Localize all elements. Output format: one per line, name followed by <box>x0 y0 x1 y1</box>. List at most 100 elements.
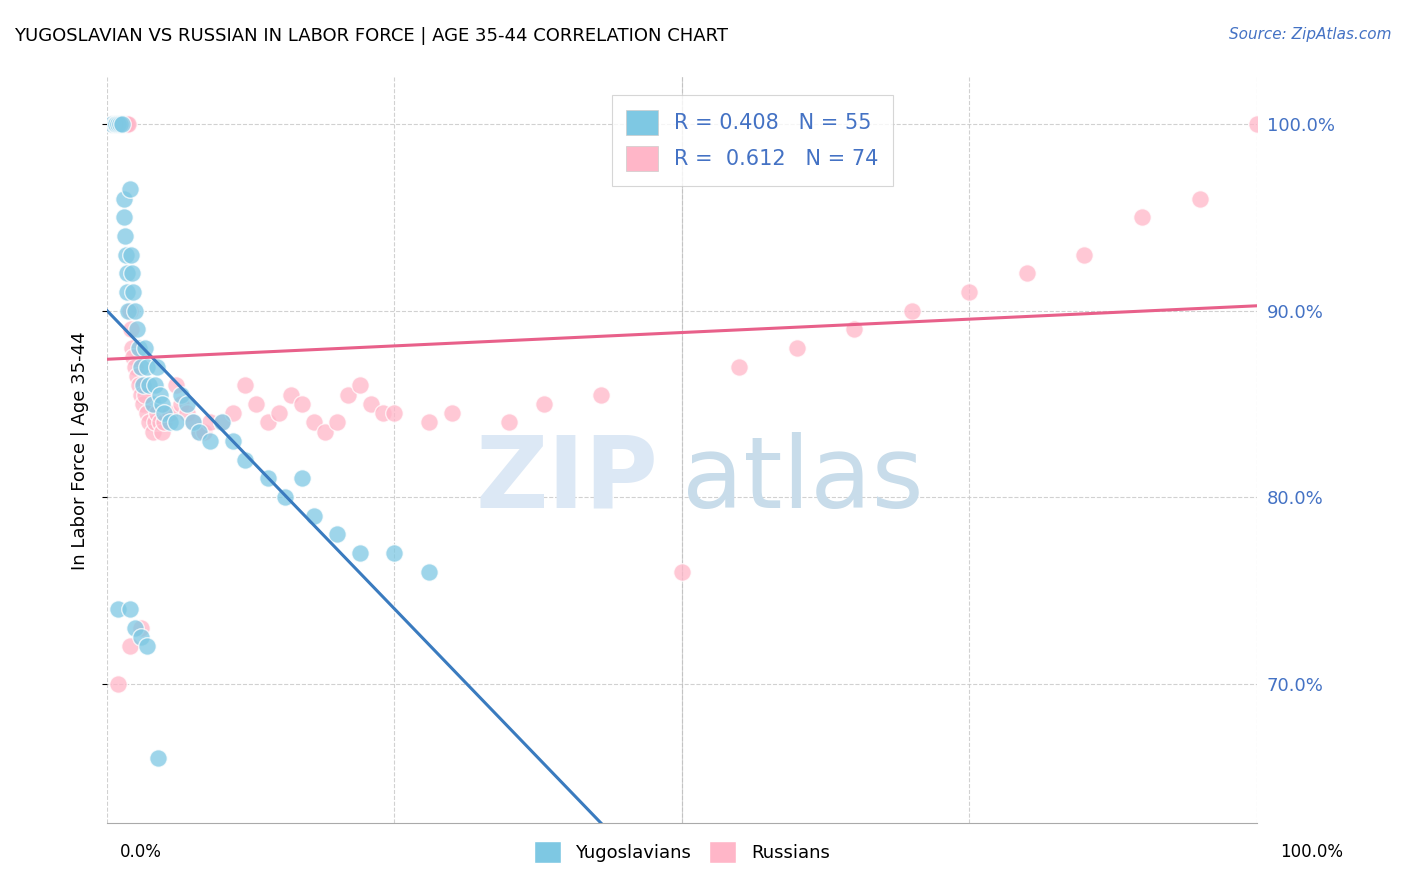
Point <box>121 266 143 280</box>
Point <box>150 397 173 411</box>
Point <box>153 416 176 430</box>
Point <box>1015 266 1038 280</box>
Point <box>181 416 204 430</box>
Point <box>104 117 127 131</box>
Point <box>128 341 150 355</box>
Text: 0.0%: 0.0% <box>120 843 162 861</box>
Point <box>1188 192 1211 206</box>
Point <box>104 117 127 131</box>
Point <box>170 397 193 411</box>
Point <box>181 416 204 430</box>
Point <box>117 303 139 318</box>
Point <box>121 341 143 355</box>
Point <box>104 117 127 131</box>
Point <box>1130 211 1153 225</box>
Text: YUGOSLAVIAN VS RUSSIAN IN LABOR FORCE | AGE 35-44 CORRELATION CHART: YUGOSLAVIAN VS RUSSIAN IN LABOR FORCE | … <box>14 27 728 45</box>
Point <box>291 471 314 485</box>
Point <box>211 416 233 430</box>
Point <box>142 425 165 439</box>
Point <box>256 416 278 430</box>
Point <box>382 546 405 560</box>
Point <box>165 416 187 430</box>
Point <box>325 527 347 541</box>
Point <box>337 387 360 401</box>
Point <box>291 397 314 411</box>
Point <box>107 117 129 131</box>
Point <box>143 378 166 392</box>
Point <box>233 378 256 392</box>
Point <box>349 546 371 560</box>
Point <box>148 387 170 401</box>
Point <box>349 378 371 392</box>
Point <box>125 368 148 383</box>
Point <box>591 387 613 401</box>
Point <box>107 117 129 131</box>
Point <box>382 406 405 420</box>
Point <box>118 303 141 318</box>
Point <box>148 416 170 430</box>
Point <box>122 350 145 364</box>
Point <box>198 416 221 430</box>
Point <box>129 387 152 401</box>
Text: atlas: atlas <box>682 432 924 529</box>
Point <box>440 406 463 420</box>
Point <box>110 117 132 131</box>
Point <box>110 117 132 131</box>
Point <box>138 416 160 430</box>
Text: Source: ZipAtlas.com: Source: ZipAtlas.com <box>1229 27 1392 42</box>
Text: ZIP: ZIP <box>477 432 659 529</box>
Point <box>120 247 142 261</box>
Point <box>165 378 187 392</box>
Point <box>222 406 245 420</box>
Point <box>124 621 146 635</box>
Point <box>129 630 152 644</box>
Point <box>146 406 169 420</box>
Point <box>114 229 136 244</box>
Point <box>143 416 166 430</box>
Point <box>418 416 440 430</box>
Point <box>159 416 181 430</box>
Point <box>148 751 170 765</box>
Point <box>112 117 135 131</box>
Point <box>146 359 169 374</box>
Point <box>110 117 132 131</box>
Point <box>222 434 245 449</box>
Point <box>112 211 135 225</box>
Point <box>138 378 160 392</box>
Point <box>314 425 336 439</box>
Point <box>117 266 139 280</box>
Point <box>233 452 256 467</box>
Point <box>129 621 152 635</box>
Legend: R = 0.408   N = 55, R =  0.612   N = 74: R = 0.408 N = 55, R = 0.612 N = 74 <box>612 95 893 186</box>
Point <box>112 192 135 206</box>
Point <box>211 416 233 430</box>
Point <box>360 397 382 411</box>
Point <box>371 406 394 420</box>
Point <box>134 341 156 355</box>
Point <box>957 285 980 299</box>
Point <box>418 565 440 579</box>
Point <box>104 117 127 131</box>
Point <box>111 117 134 131</box>
Point <box>101 117 124 131</box>
Point <box>118 640 141 654</box>
Point <box>132 397 155 411</box>
Point <box>198 434 221 449</box>
Point <box>135 640 157 654</box>
Point <box>170 387 193 401</box>
Point <box>274 490 297 504</box>
Point <box>671 565 693 579</box>
Point <box>193 425 215 439</box>
Point <box>498 416 520 430</box>
Point <box>150 425 173 439</box>
Point <box>135 406 157 420</box>
Point <box>844 322 866 336</box>
Text: 100.0%: 100.0% <box>1279 843 1343 861</box>
Point <box>118 182 141 196</box>
Point <box>120 322 142 336</box>
Point <box>128 378 150 392</box>
Point <box>107 676 129 690</box>
Point <box>142 397 165 411</box>
Point <box>176 406 198 420</box>
Point <box>256 471 278 485</box>
